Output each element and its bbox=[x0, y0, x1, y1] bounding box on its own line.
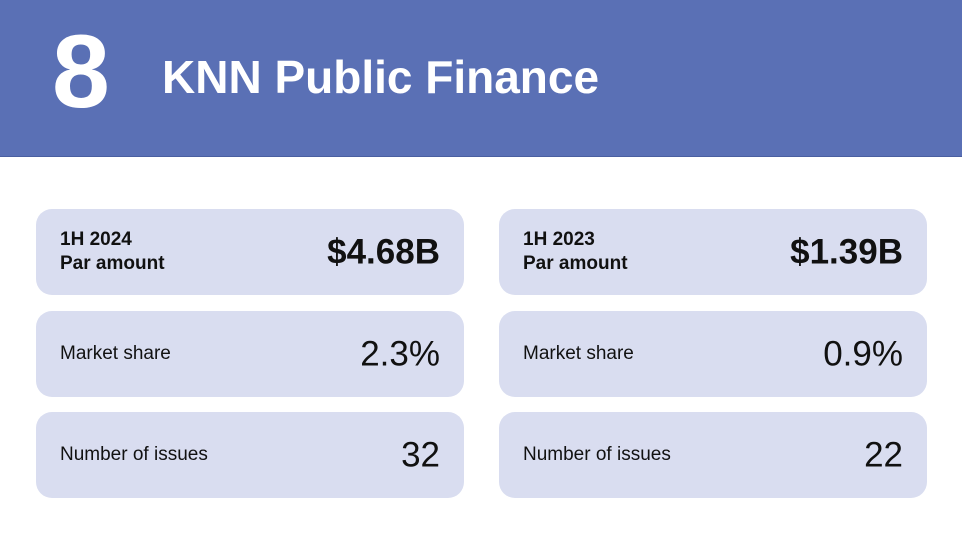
issues-label: Number of issues bbox=[60, 444, 208, 465]
issues-card-2023: Number of issues 22 bbox=[499, 412, 927, 498]
market-share-label: Market share bbox=[523, 343, 634, 364]
par-amount-value: $1.39B bbox=[790, 232, 903, 272]
issues-label: Number of issues bbox=[523, 444, 671, 465]
market-share-label: Market share bbox=[60, 343, 171, 364]
market-share-card-2024: Market share 2.3% bbox=[36, 311, 464, 397]
market-share-value: 2.3% bbox=[360, 334, 440, 374]
period-label: 1H 2024 bbox=[60, 229, 132, 250]
rank-number: 8 bbox=[52, 14, 110, 130]
par-label: Par amount bbox=[523, 253, 628, 274]
issues-value: 22 bbox=[864, 435, 903, 475]
period-label: 1H 2023 bbox=[523, 229, 595, 250]
issues-card-2024: Number of issues 32 bbox=[36, 412, 464, 498]
firm-name: KNN Public Finance bbox=[162, 51, 600, 103]
header-banner: 8 KNN Public Finance bbox=[0, 0, 962, 157]
par-amount-card-2024: 1H 2024 Par amount $4.68B bbox=[36, 209, 464, 295]
par-amount-label: 1H 2023 Par amount bbox=[523, 228, 628, 276]
par-amount-label: 1H 2024 Par amount bbox=[60, 228, 165, 276]
market-share-card-2023: Market share 0.9% bbox=[499, 311, 927, 397]
issues-value: 32 bbox=[401, 435, 440, 475]
par-amount-card-2023: 1H 2023 Par amount $1.39B bbox=[499, 209, 927, 295]
par-label: Par amount bbox=[60, 253, 165, 274]
market-share-value: 0.9% bbox=[823, 334, 903, 374]
par-amount-value: $4.68B bbox=[327, 232, 440, 272]
